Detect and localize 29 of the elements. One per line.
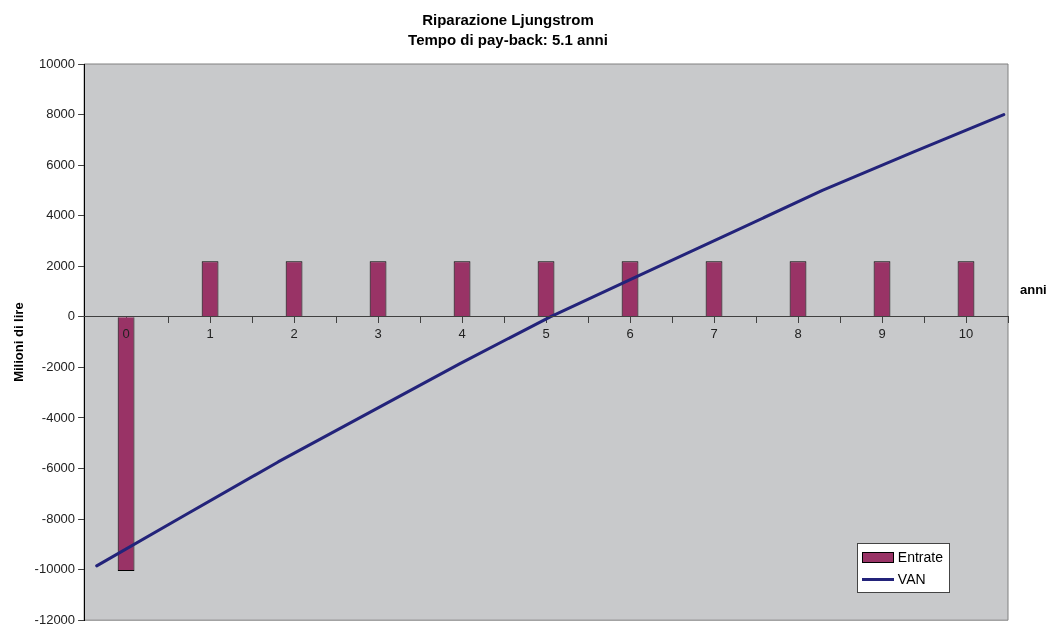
x-tick-label: 2 — [290, 326, 298, 342]
x-tick-label: 4 — [458, 326, 466, 342]
y-tick-label: -12000 — [34, 611, 76, 627]
y-tick-label: 8000 — [46, 106, 76, 122]
x-tick-label: 9 — [878, 326, 886, 342]
y-tick-label: -4000 — [41, 409, 76, 425]
y-tick-label: -8000 — [41, 510, 76, 526]
x-tick-label: 5 — [542, 326, 550, 342]
legend-label: VAN — [897, 570, 926, 590]
chart-subtitle: Tempo di pay-back: 5.1 anni — [408, 31, 608, 49]
y-tick-label: -6000 — [41, 460, 76, 476]
x-tick-label: 1 — [206, 326, 214, 342]
x-tick-label: 6 — [626, 326, 634, 342]
x-tick-label: 0 — [122, 326, 130, 342]
x-tick-label: 3 — [374, 326, 382, 342]
x-tick-label: 7 — [710, 326, 718, 342]
y-tick-label: 10000 — [38, 55, 76, 71]
legend-label: Entrate — [897, 548, 943, 568]
x-tick-label: 8 — [794, 326, 802, 342]
y-axis-title: Milioni di lire — [11, 302, 27, 382]
y-tick-label: 0 — [67, 308, 76, 324]
x-axis-title: anni — [1020, 282, 1047, 298]
y-tick-label: -10000 — [34, 561, 76, 577]
y-tick-label: 4000 — [46, 207, 76, 223]
y-tick-label: 2000 — [46, 257, 76, 273]
y-tick-label: -2000 — [41, 358, 76, 374]
chart-title: Riparazione Ljungstrom — [422, 11, 594, 29]
x-tick-label: 10 — [958, 326, 974, 342]
y-tick-label: 6000 — [46, 156, 76, 172]
